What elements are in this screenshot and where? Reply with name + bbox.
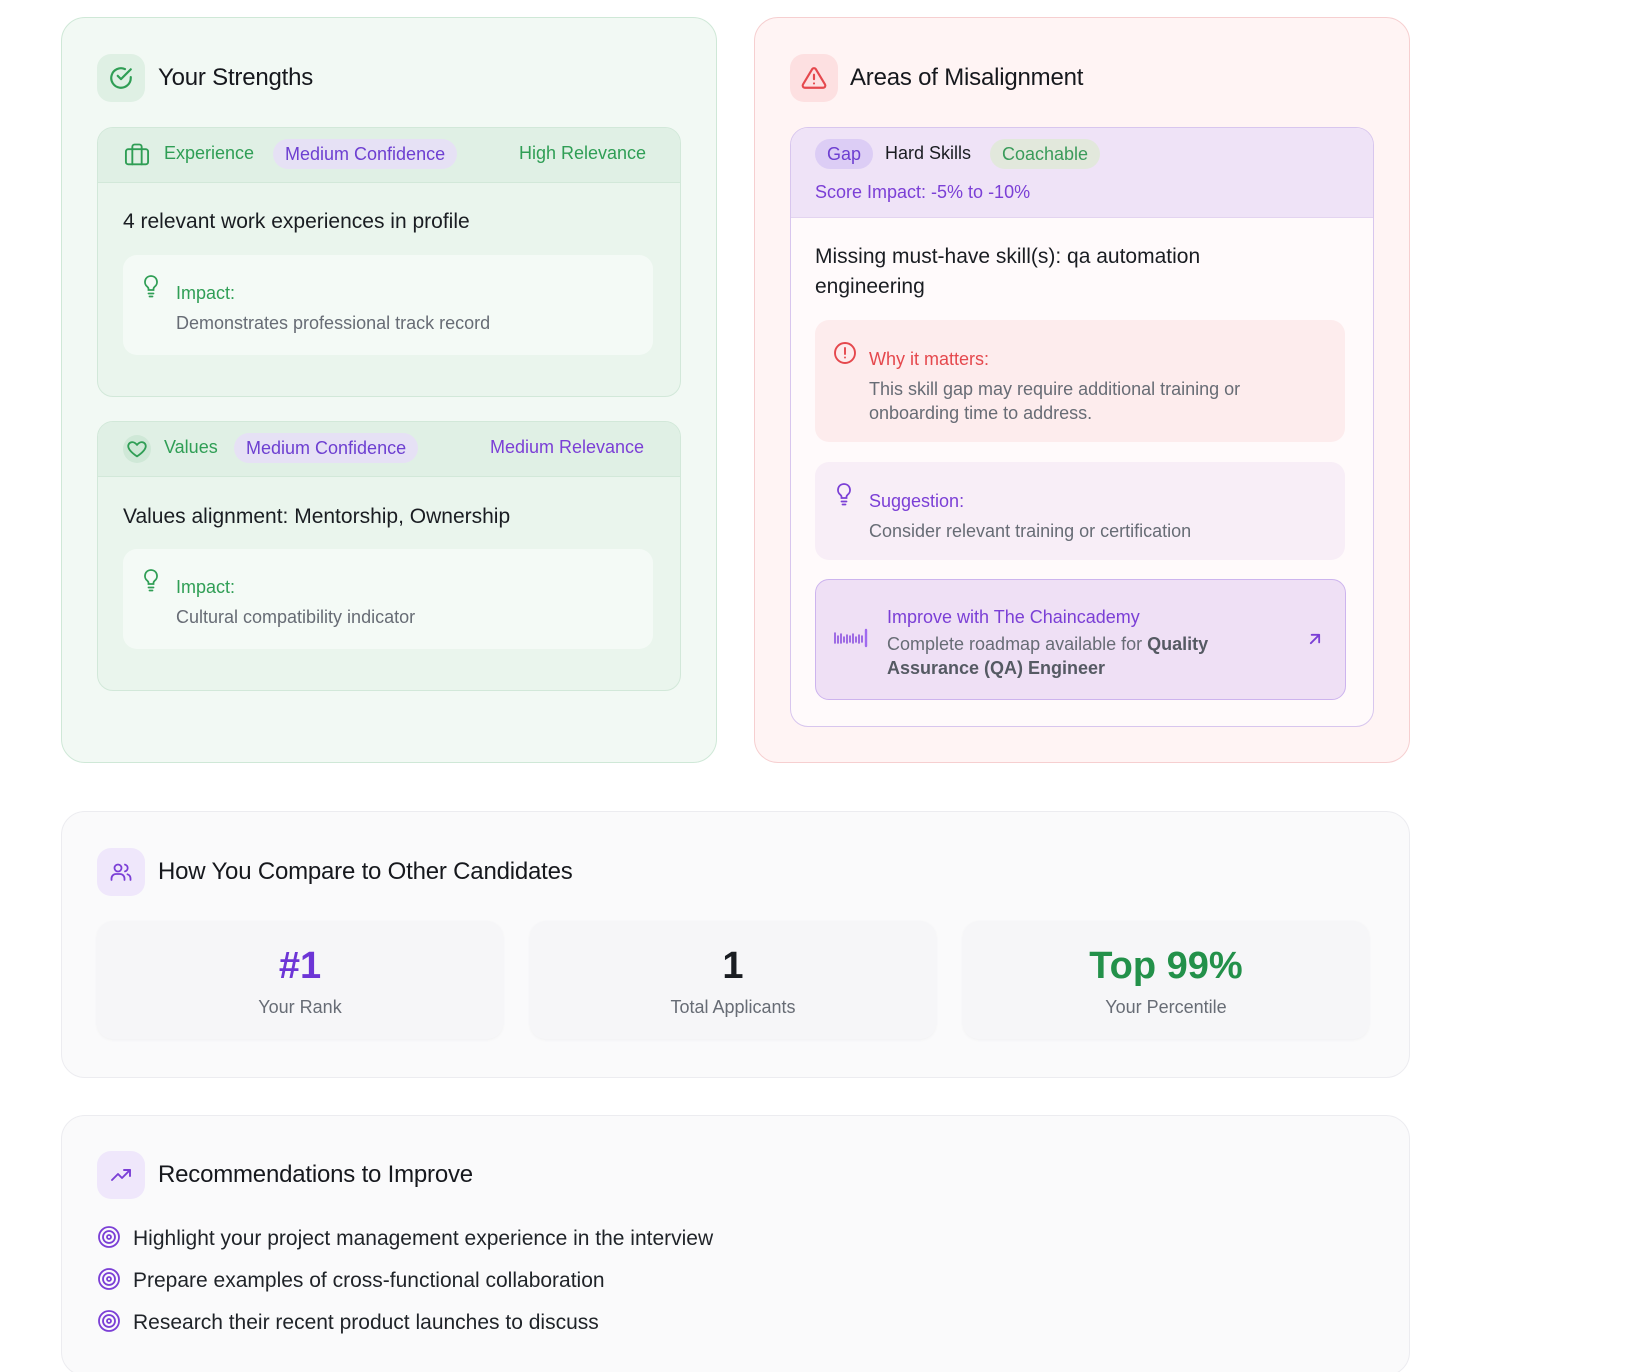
suggestion-text: Consider relevant training or certificat… bbox=[869, 521, 1192, 541]
recommendation-text: Highlight your project management experi… bbox=[133, 1227, 714, 1250]
recommendations-panel bbox=[61, 1115, 1410, 1372]
alert-circle-icon bbox=[833, 341, 857, 370]
recommendations-title: Recommendations to Improve bbox=[158, 1161, 473, 1188]
recommendation-item: Research their recent product launches t… bbox=[97, 1308, 599, 1338]
impact-description: Demonstrates professional track record bbox=[176, 313, 491, 333]
improve-description-line-1: Complete roadmap available for Quality bbox=[887, 634, 1208, 655]
improve-role-part-1: Quality bbox=[1147, 634, 1209, 654]
strength-text: 4 relevant work experiences in profile bbox=[123, 210, 470, 233]
stat-card-rank: #1 Your Rank bbox=[97, 921, 503, 1039]
alert-triangle-icon bbox=[790, 54, 838, 102]
recommendation-text: Prepare examples of cross-functional col… bbox=[133, 1269, 605, 1292]
suggestion-label: Suggestion: bbox=[869, 491, 965, 511]
improve-title[interactable]: Improve with The Chaincademy bbox=[887, 607, 1140, 627]
gap-text-line-2: engineering bbox=[815, 275, 925, 298]
trending-up-icon bbox=[97, 1151, 145, 1199]
suggestion-box bbox=[815, 462, 1345, 560]
impact-box bbox=[123, 255, 653, 355]
stat-value: #1 bbox=[278, 945, 322, 987]
impact-label: Impact: bbox=[176, 577, 236, 597]
strength-text: Values alignment: Mentorship, Ownership bbox=[123, 505, 511, 528]
briefcase-icon bbox=[123, 141, 151, 174]
why-line-2: onboarding time to address. bbox=[869, 403, 1093, 423]
target-icon bbox=[97, 1309, 121, 1338]
score-impact: Score Impact: -5% to -10% bbox=[815, 182, 1031, 202]
lightbulb-icon bbox=[142, 568, 160, 599]
strength-category: Values bbox=[164, 437, 218, 457]
recommendation-item: Prepare examples of cross-functional col… bbox=[97, 1266, 605, 1296]
recommendation-item: Highlight your project management experi… bbox=[97, 1224, 713, 1254]
strengths-title: Your Strengths bbox=[158, 64, 314, 91]
stat-label: Your Percentile bbox=[1105, 997, 1227, 1017]
confidence-badge: Medium Confidence bbox=[273, 139, 458, 169]
misalignment-title: Areas of Misalignment bbox=[850, 64, 1084, 91]
why-line-1: This skill gap may require additional tr… bbox=[869, 379, 1241, 399]
coachable-badge: Coachable bbox=[990, 139, 1101, 169]
heart-icon bbox=[123, 435, 151, 463]
stat-label: Your Rank bbox=[258, 997, 342, 1017]
stat-card-percentile: Top 99% Your Percentile bbox=[963, 921, 1369, 1039]
improve-link-card[interactable] bbox=[815, 579, 1346, 700]
users-icon bbox=[97, 848, 145, 896]
improve-role-part-2: Assurance (QA) Engineer bbox=[887, 658, 1106, 678]
confidence-badge: Medium Confidence bbox=[234, 433, 419, 463]
gap-category: Hard Skills bbox=[885, 143, 972, 163]
stat-value: 1 bbox=[722, 945, 744, 987]
stat-value: Top 99% bbox=[1089, 945, 1243, 987]
gap-text-line-1: Missing must-have skill(s): qa automatio… bbox=[815, 245, 1201, 268]
lightbulb-icon bbox=[835, 482, 853, 513]
stat-label: Total Applicants bbox=[670, 997, 796, 1017]
lightbulb-icon bbox=[142, 274, 160, 305]
improve-prefix: Complete roadmap available for bbox=[887, 634, 1148, 654]
impact-label: Impact: bbox=[176, 283, 236, 303]
stat-card-applicants: 1 Total Applicants bbox=[530, 921, 936, 1039]
why-it-matters-box bbox=[815, 320, 1345, 442]
impact-box bbox=[123, 549, 653, 649]
external-link-icon[interactable] bbox=[1305, 629, 1325, 654]
strength-category: Experience bbox=[164, 143, 255, 163]
chaincademy-logo bbox=[833, 625, 869, 656]
gap-badge: Gap bbox=[815, 139, 874, 169]
target-icon bbox=[97, 1225, 121, 1254]
compare-title: How You Compare to Other Candidates bbox=[158, 858, 573, 885]
impact-description: Cultural compatibility indicator bbox=[176, 607, 416, 627]
relevance-label: Medium Relevance bbox=[490, 437, 645, 457]
check-circle-icon bbox=[97, 54, 145, 102]
why-label: Why it matters: bbox=[869, 349, 990, 369]
recommendation-text: Research their recent product launches t… bbox=[133, 1311, 599, 1334]
relevance-label: High Relevance bbox=[519, 143, 647, 163]
target-icon bbox=[97, 1267, 121, 1296]
